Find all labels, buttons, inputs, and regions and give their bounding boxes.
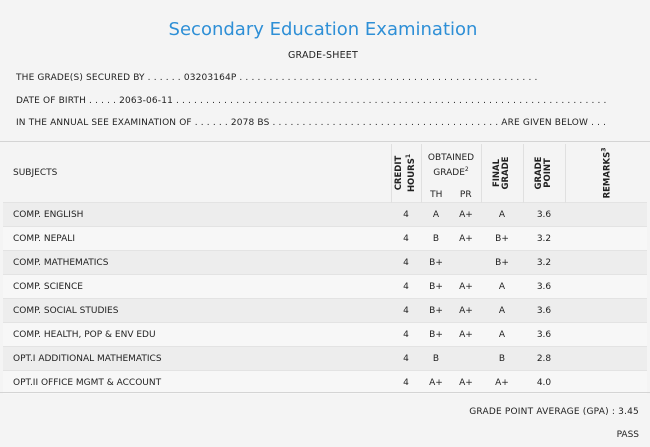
th-grade-cell: B+ xyxy=(421,274,451,299)
final-grade-cell: B+ xyxy=(481,250,523,275)
subjects-header: SUBJECTS xyxy=(13,168,58,178)
th-grade-cell: A+ xyxy=(421,370,451,394)
table-row: COMP. SCIENCE 4 B+ A+ A 3.6 xyxy=(3,274,647,299)
pr-grade-cell xyxy=(451,346,481,371)
grade-sheet-heading: GRADE-SHEET xyxy=(287,50,358,61)
table-row: COMP. MATHEMATICS 4 B+ B+ 3.2 xyxy=(3,250,647,275)
obtained-footnote-mark: 2 xyxy=(464,166,469,173)
grade-secured-by-line: THE GRADE(S) SECURED BY . . . . . . 0320… xyxy=(16,73,538,83)
result-status: PASS xyxy=(616,430,639,440)
final-grade-cell: A xyxy=(481,274,523,299)
header-divider xyxy=(0,141,650,142)
remarks-cell xyxy=(565,226,647,251)
th-grade-cell: B+ xyxy=(421,298,451,323)
final-grade-cell: A+ xyxy=(481,370,523,394)
th-grade-cell: A xyxy=(421,202,451,227)
pr-grade-cell: A+ xyxy=(451,202,481,227)
gp-header-line2: POINT xyxy=(543,158,553,188)
grade-table: SUBJECTS CREDIT HOURS1 OBTAINED GRADE2 F… xyxy=(3,144,647,394)
pr-grade-cell: A+ xyxy=(451,226,481,251)
credit-cell: 4 xyxy=(391,370,421,394)
table-row: COMP. NEPALI 4 B A+ B+ 3.2 xyxy=(3,226,647,251)
final-grade-header: FINAL GRADE xyxy=(480,144,523,203)
table-row: OPT.II OFFICE MGMT & ACCOUNT 4 A+ A+ A+ … xyxy=(3,370,647,394)
credit-footnote-mark: 1 xyxy=(405,153,413,159)
obtained-header-line1: OBTAINED xyxy=(427,153,475,163)
subject-cell: COMP. SOCIAL STUDIES xyxy=(3,298,391,323)
th-header: TH xyxy=(420,188,451,203)
credit-cell: 4 xyxy=(391,298,421,323)
subject-cell: COMP. ENGLISH xyxy=(3,202,391,227)
th-grade-cell: B+ xyxy=(421,322,451,347)
grade-point-cell: 2.8 xyxy=(523,346,565,371)
grade-point-cell: 3.6 xyxy=(523,322,565,347)
exam-line: IN THE ANNUAL SEE EXAMINATION OF . . . .… xyxy=(16,118,607,128)
grade-point-cell: 3.2 xyxy=(523,250,565,275)
remarks-cell xyxy=(565,274,647,299)
remarks-cell xyxy=(565,346,647,371)
remarks-cell xyxy=(565,322,647,347)
final-grade-cell: A xyxy=(481,322,523,347)
final-grade-cell: B+ xyxy=(481,226,523,251)
subject-cell: OPT.II OFFICE MGMT & ACCOUNT xyxy=(3,370,391,394)
obtained-header-line2: GRADE xyxy=(433,168,465,178)
credit-hours-header: CREDIT HOURS1 xyxy=(390,144,421,203)
final-grade-cell: A xyxy=(481,202,523,227)
pr-grade-cell: A+ xyxy=(451,274,481,299)
date-of-birth-line: DATE OF BIRTH . . . . . 2063-06-11 . . .… xyxy=(16,96,607,106)
subject-cell: COMP. SCIENCE xyxy=(3,274,391,299)
grade-point-header: GRADE POINT xyxy=(522,144,565,203)
credit-cell: 4 xyxy=(391,226,421,251)
final-header-line2: GRADE xyxy=(501,156,511,190)
pr-grade-cell: A+ xyxy=(451,298,481,323)
subject-cell: COMP. NEPALI xyxy=(3,226,391,251)
pr-grade-cell: A+ xyxy=(451,370,481,394)
table-row: COMP. ENGLISH 4 A A+ A 3.6 xyxy=(3,202,647,227)
final-grade-cell: B xyxy=(481,346,523,371)
obtained-grade-header: OBTAINED GRADE2 xyxy=(420,144,481,188)
th-grade-cell: B xyxy=(421,226,451,251)
grade-point-cell: 3.6 xyxy=(523,298,565,323)
grade-point-cell: 3.2 xyxy=(523,226,565,251)
remarks-cell xyxy=(565,298,647,323)
table-row: OPT.I ADDITIONAL MATHEMATICS 4 B B 2.8 xyxy=(3,346,647,371)
gpa-summary: GRADE POINT AVERAGE (GPA) : 3.45 xyxy=(469,407,639,417)
pr-grade-cell: A+ xyxy=(451,322,481,347)
table-bottom-divider xyxy=(0,392,650,393)
pr-header: PR xyxy=(459,190,472,200)
credit-cell: 4 xyxy=(391,202,421,227)
remarks-header-label: REMARKS xyxy=(602,151,613,199)
remarks-cell xyxy=(565,202,647,227)
credit-cell: 4 xyxy=(391,250,421,275)
credit-cell: 4 xyxy=(391,346,421,371)
table-row: COMP. HEALTH, POP & ENV EDU 4 B+ A+ A 3.… xyxy=(3,322,647,347)
grade-point-cell: 4.0 xyxy=(523,370,565,394)
final-grade-cell: A xyxy=(481,298,523,323)
credit-cell: 4 xyxy=(391,274,421,299)
subject-cell: COMP. HEALTH, POP & ENV EDU xyxy=(3,322,391,347)
table-row: COMP. SOCIAL STUDIES 4 B+ A+ A 3.6 xyxy=(3,298,647,323)
grade-point-cell: 3.6 xyxy=(523,202,565,227)
remarks-footnote-mark: 3 xyxy=(600,147,608,152)
table-header-row: SUBJECTS CREDIT HOURS1 OBTAINED GRADE2 F… xyxy=(3,144,647,203)
pr-grade-cell xyxy=(451,250,481,275)
subject-cell: OPT.I ADDITIONAL MATHEMATICS xyxy=(3,346,391,371)
remarks-header: REMARKS3 xyxy=(564,144,647,203)
remarks-cell xyxy=(565,250,647,275)
grade-point-cell: 3.6 xyxy=(523,274,565,299)
credit-header-line2: HOURS xyxy=(406,158,417,193)
th-grade-cell: B xyxy=(421,346,451,371)
remarks-cell xyxy=(565,370,647,394)
page-title: Secondary Education Examination xyxy=(168,19,478,40)
th-grade-cell: B+ xyxy=(421,250,451,275)
credit-header-line1: CREDIT xyxy=(394,155,405,191)
credit-cell: 4 xyxy=(391,322,421,347)
subject-cell: COMP. MATHEMATICS xyxy=(3,250,391,275)
